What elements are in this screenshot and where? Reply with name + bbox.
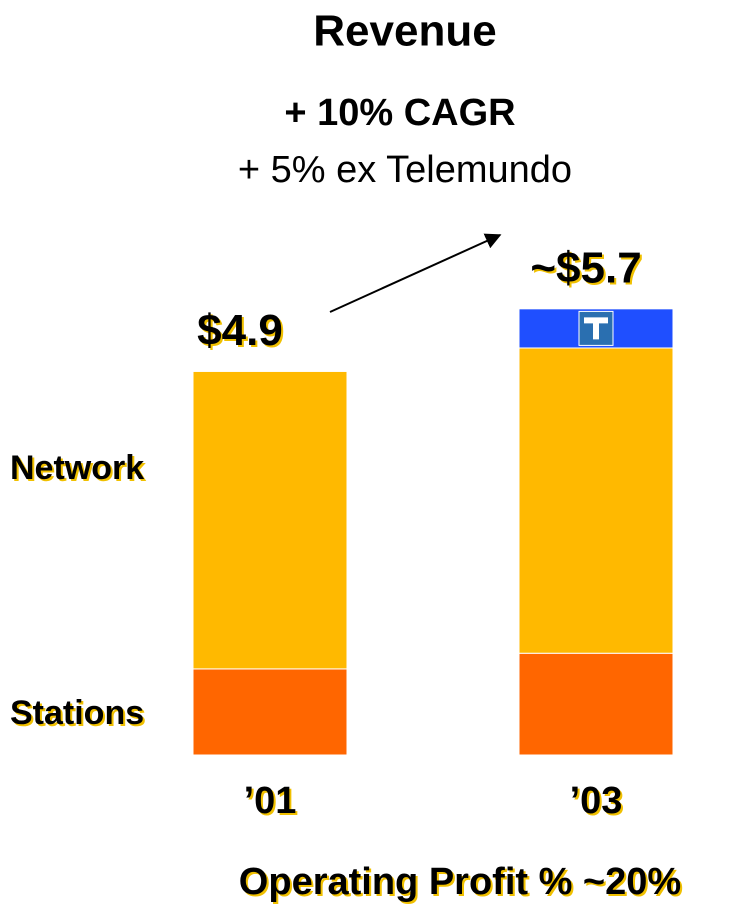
bar-segment: [192, 370, 348, 670]
bar-segment: [192, 668, 348, 756]
chart-title: Revenue: [313, 7, 496, 56]
arrow: [329, 233, 502, 313]
subtitle: + 10% CAGR: [284, 92, 515, 134]
bar-segment: [518, 652, 674, 756]
footer: Operating Profit % ~20%: [239, 861, 681, 903]
legend-label: Network: [10, 449, 144, 487]
x-tick-label: ’03: [570, 780, 623, 822]
total-label: $4.9: [197, 306, 283, 355]
annotation: + 5% ex Telemundo: [238, 149, 572, 191]
total-label: ~$5.7: [530, 243, 641, 292]
x-tick-label: ’01: [244, 780, 297, 822]
bar-segment: [518, 347, 674, 654]
logo-mark: [584, 317, 608, 340]
legend-label: Stations: [10, 694, 144, 732]
